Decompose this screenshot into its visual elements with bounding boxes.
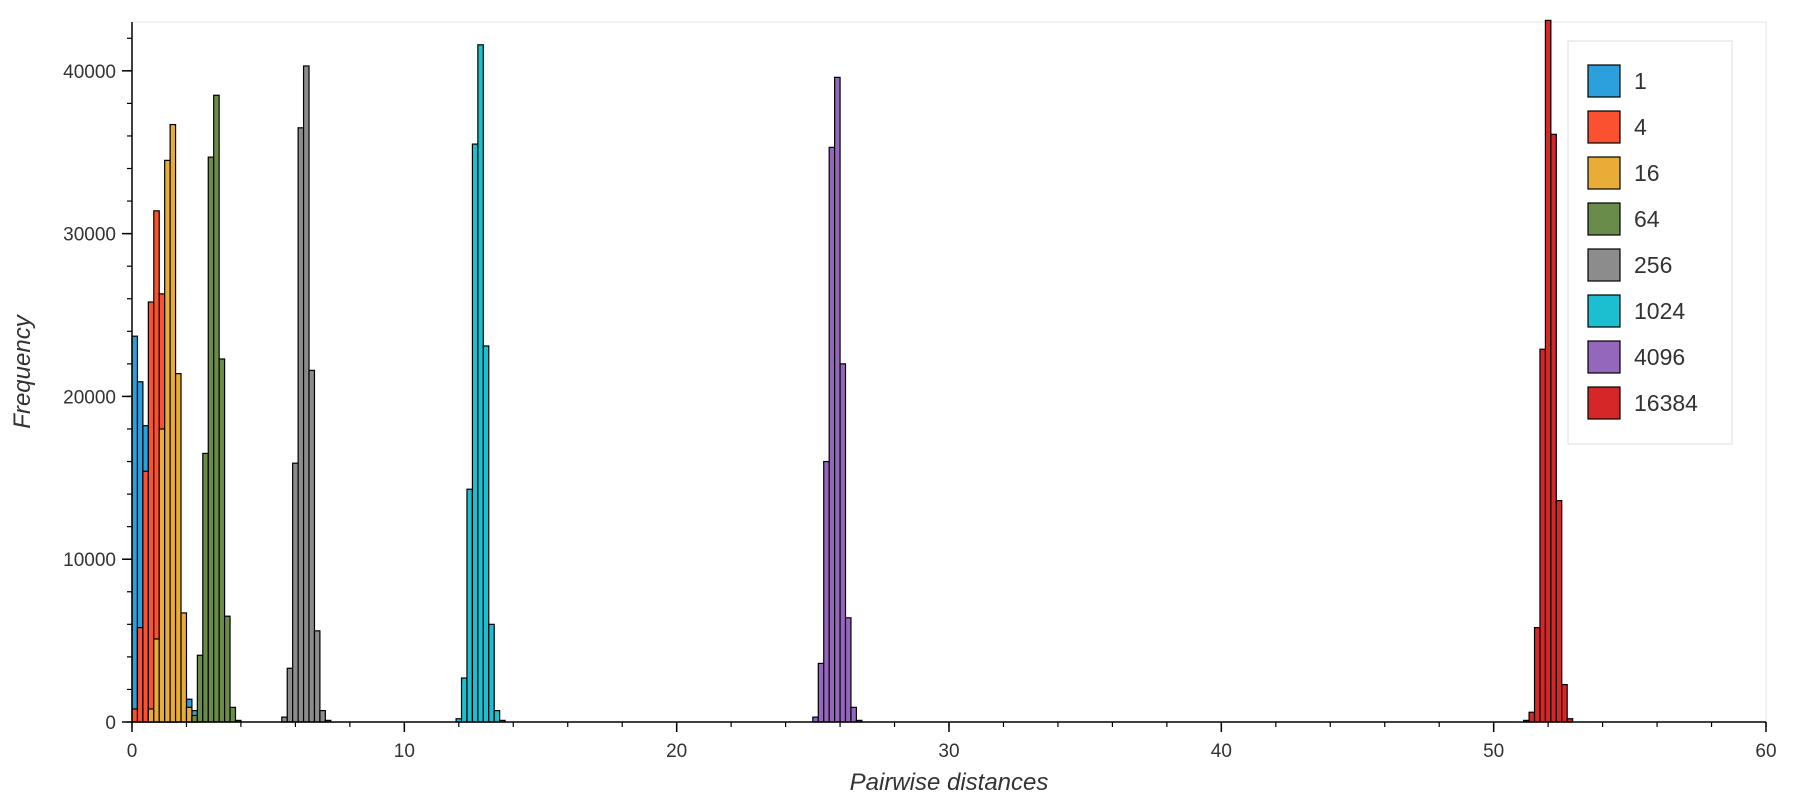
legend-label: 64 [1634, 206, 1660, 232]
bar-4-0 [131, 708, 139, 723]
bar-16384-6 [1555, 500, 1563, 723]
bar-4096-1 [817, 662, 825, 723]
x-tick-label: 30 [938, 741, 959, 762]
bar-256-2 [292, 462, 299, 723]
legend-swatch [1587, 386, 1621, 420]
bar-256-4 [302, 65, 310, 723]
bar-16-6 [180, 612, 188, 723]
series-256 [281, 65, 332, 723]
y-tick-label: 40000 [63, 62, 116, 83]
bar-16-1 [153, 638, 160, 723]
legend-item-16: 16 [1587, 156, 1660, 190]
legend-item-256: 256 [1587, 248, 1672, 282]
bar-16-7 [185, 706, 193, 723]
legend-box [1567, 40, 1733, 445]
bar-64-5 [218, 358, 226, 723]
bar-16-4 [169, 123, 177, 723]
bar-4096-5 [839, 363, 847, 723]
legend-swatch [1587, 202, 1621, 236]
bar-4096-6 [844, 617, 852, 723]
bar-4096-7 [850, 706, 858, 723]
y-tick-label: 30000 [63, 225, 116, 246]
legend-swatch [1587, 64, 1621, 98]
legend-label: 4096 [1634, 344, 1685, 370]
bar-16-5 [174, 373, 182, 723]
legend-label: 256 [1634, 252, 1672, 278]
bar-64-4 [213, 94, 220, 723]
legend-item-1: 1 [1587, 64, 1647, 98]
x-axis-label: Pairwise distances [850, 769, 1049, 796]
bar-16-0 [147, 708, 155, 723]
bar-4-2 [142, 470, 149, 723]
legend-item-4: 4 [1587, 110, 1647, 144]
bar-64-0 [191, 714, 198, 723]
bar-256-3 [297, 127, 305, 723]
bar-4096-2 [823, 460, 830, 723]
series-4096 [812, 76, 863, 723]
series-1024 [455, 44, 506, 723]
bar-1024-2 [466, 488, 474, 723]
legend-label: 16 [1634, 160, 1660, 186]
bar-4-3 [147, 301, 155, 723]
legend-label: 16384 [1634, 390, 1698, 416]
x-tick-label: 40 [1211, 741, 1232, 762]
legend-swatch [1587, 156, 1621, 190]
axes: 0 10 20 30 40 50 60 0 10000 20000 30000 40000 [63, 22, 1777, 762]
y-tick-label: 20000 [63, 387, 116, 408]
bar-1024-1 [460, 677, 468, 723]
bar-256-6 [313, 630, 321, 723]
x-tick-label: 20 [666, 741, 687, 762]
bar-64-3 [207, 156, 215, 723]
bar-1024-3 [471, 143, 479, 723]
bar-1024-4 [477, 44, 484, 723]
bar-1024-7 [493, 710, 501, 723]
bar-16384-3 [1539, 348, 1547, 723]
bar-256-1 [286, 667, 294, 723]
y-axis-label: Frequency [9, 313, 36, 428]
legend-swatch [1587, 294, 1621, 328]
histogram-bars [131, 19, 1574, 723]
bar-1-0 [131, 335, 139, 723]
y-tick-label: 0 [105, 713, 116, 734]
bar-16-2 [158, 428, 166, 723]
series-64 [191, 94, 242, 723]
legend: 1 4 16 64 256 1024 4096 16384 [1567, 40, 1733, 445]
legend-item-64: 64 [1587, 202, 1660, 236]
bar-256-7 [319, 710, 326, 723]
x-tick-label: 10 [394, 741, 415, 762]
bar-4096-4 [834, 76, 841, 723]
bar-64-7 [229, 706, 237, 723]
bar-16384-7 [1561, 683, 1568, 723]
bar-16384-1 [1528, 711, 1536, 723]
legend-swatch [1587, 340, 1621, 374]
legend-label: 1 [1634, 68, 1647, 94]
x-tick-label: 60 [1755, 741, 1776, 762]
plot-border [131, 21, 1767, 723]
bar-1024-5 [482, 345, 490, 723]
legend-label: 4 [1634, 114, 1647, 140]
bar-64-2 [202, 452, 209, 723]
legend-swatch [1587, 248, 1621, 282]
x-tick-label: 0 [127, 741, 138, 762]
bar-16-3 [164, 159, 171, 723]
series-16384 [1523, 19, 1574, 723]
bar-64-6 [223, 615, 231, 723]
bar-256-5 [308, 369, 316, 723]
y-tick-label: 10000 [63, 550, 116, 571]
bar-1024-6 [488, 623, 495, 723]
plot-area [131, 21, 1767, 723]
bar-4096-3 [828, 146, 836, 723]
legend-swatch [1587, 110, 1621, 144]
bar-4-1 [136, 626, 144, 723]
bar-64-1 [196, 654, 204, 723]
bar-16384-2 [1533, 626, 1541, 723]
legend-item-4096: 4096 [1587, 340, 1685, 374]
x-tick-label: 50 [1483, 741, 1504, 762]
legend-item-1024: 1024 [1587, 294, 1685, 328]
bar-16384-4 [1544, 19, 1552, 723]
bar-16384-5 [1550, 133, 1557, 723]
legend-label: 1024 [1634, 298, 1685, 324]
legend-item-16384: 16384 [1587, 386, 1698, 420]
